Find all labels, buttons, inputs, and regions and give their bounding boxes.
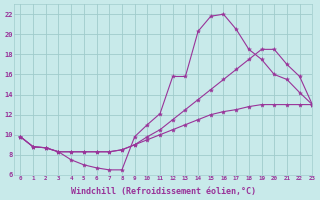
X-axis label: Windchill (Refroidissement éolien,°C): Windchill (Refroidissement éolien,°C) [71,187,256,196]
